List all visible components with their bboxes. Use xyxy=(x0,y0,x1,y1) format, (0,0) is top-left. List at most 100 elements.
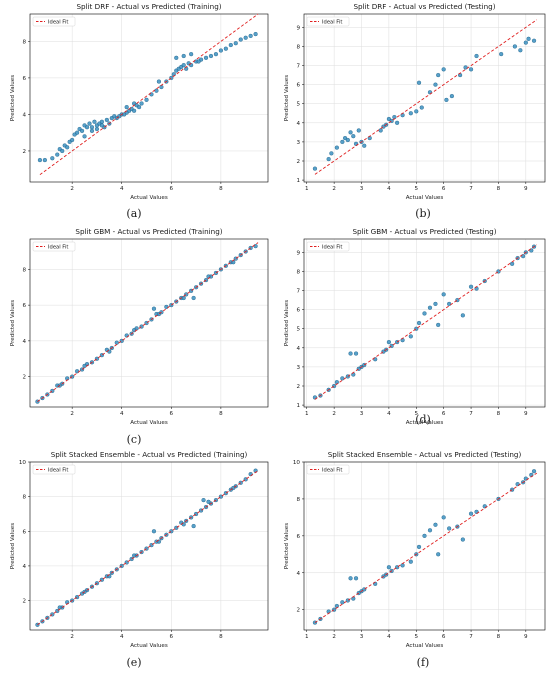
x-tick-label: 7 xyxy=(469,411,473,417)
data-point xyxy=(208,53,214,59)
y-tick-label: 6 xyxy=(296,534,300,540)
x-tick-label: 8 xyxy=(219,634,223,640)
data-point xyxy=(531,38,537,43)
x-tick-label: 8 xyxy=(497,411,501,417)
data-point xyxy=(348,130,353,135)
data-point xyxy=(526,36,531,41)
legend-box xyxy=(306,464,350,475)
plot-frame xyxy=(303,238,546,408)
y-tick-label: 2 xyxy=(296,384,300,390)
x-tick-label: 8 xyxy=(219,186,223,192)
y-tick-label: 4 xyxy=(22,112,26,118)
data-point xyxy=(441,292,446,297)
legend: Ideal Fit xyxy=(32,16,76,27)
x-tick-label: 4 xyxy=(387,634,391,640)
x-tick-label: 4 xyxy=(387,186,391,192)
legend: Ideal Fit xyxy=(306,16,350,27)
x-tick-label: 6 xyxy=(442,186,446,192)
data-point xyxy=(174,55,179,60)
data-point xyxy=(50,156,55,161)
x-tick-label: 4 xyxy=(120,634,124,640)
x-axis-label: Actual Values xyxy=(406,420,444,426)
x-axis-label: Actual Values xyxy=(406,195,444,201)
data-point xyxy=(55,152,60,157)
chart-title: Split Stacked Ensemble - Actual vs Predi… xyxy=(51,450,248,459)
data-point xyxy=(416,544,422,550)
y-tick-label: 3 xyxy=(296,365,300,371)
y-tick-label: 1 xyxy=(296,178,300,184)
data-point xyxy=(154,88,159,93)
chart-panel-e: 2 4 6 8 2 4 6 8 10 Split Stacked Ensemble - Actua… xyxy=(0,448,275,653)
y-axis-label: Predicted Values xyxy=(284,523,290,569)
data-point xyxy=(427,305,433,310)
data-point xyxy=(433,82,438,87)
y-tick-label: 5 xyxy=(296,327,300,333)
data-point xyxy=(447,526,452,531)
ideal-fit-line xyxy=(314,19,538,175)
caption-f: (f) xyxy=(416,656,430,669)
scatter-chart-f: 1 2 3 4 5 6 7 8 9 2 4 6 8 10 Split Stacked Ensemble - … xyxy=(284,450,546,649)
data-point xyxy=(218,48,223,53)
data-point xyxy=(416,320,422,326)
data-point xyxy=(334,380,339,385)
data-point xyxy=(468,511,474,516)
scatter-chart-c: 2 4 6 8 2 4 6 8 Split GBM - Actual vs Predicted … xyxy=(10,227,269,426)
data-point xyxy=(444,97,449,103)
y-axis-label: Predicted Values xyxy=(284,300,290,346)
x-tick-label: 3 xyxy=(360,186,364,192)
data-point xyxy=(353,351,359,356)
x-tick-label: 4 xyxy=(120,411,124,417)
y-tick-label: 10 xyxy=(293,460,301,466)
data-point xyxy=(65,145,70,150)
x-tick-label: 5 xyxy=(415,411,419,417)
data-point xyxy=(416,80,422,85)
legend-label: Ideal Fit xyxy=(322,20,342,26)
legend-box xyxy=(32,16,76,27)
data-point xyxy=(340,600,345,605)
x-tick-label: 7 xyxy=(469,186,473,192)
x-tick-label: 5 xyxy=(415,634,419,640)
y-tick-label: 4 xyxy=(22,564,26,570)
data-point xyxy=(213,52,219,57)
ideal-fit-line xyxy=(39,13,259,176)
x-tick-label: 4 xyxy=(120,186,124,192)
data-point xyxy=(345,137,350,143)
data-point xyxy=(136,105,142,110)
data-point xyxy=(378,128,383,133)
data-point xyxy=(104,117,109,123)
legend-label: Ideal Fit xyxy=(322,468,342,474)
data-point xyxy=(151,306,157,311)
data-point xyxy=(238,37,243,42)
plot-frame xyxy=(29,461,269,631)
data-point xyxy=(395,120,400,125)
data-point xyxy=(79,128,85,133)
chart-title: Split DRF - Actual vs Predicted (Testing… xyxy=(353,2,495,11)
legend-label: Ideal Fit xyxy=(48,245,68,251)
legend: Ideal Fit xyxy=(32,241,76,252)
data-point xyxy=(531,469,537,474)
y-tick-label: 8 xyxy=(296,269,300,275)
y-tick-label: 7 xyxy=(296,289,300,295)
y-axis-label: Predicted Values xyxy=(284,75,290,121)
x-tick-label: 9 xyxy=(524,634,528,640)
y-tick-label: 8 xyxy=(296,44,300,50)
data-point xyxy=(37,157,43,163)
data-point xyxy=(89,125,95,130)
x-tick-label: 1 xyxy=(305,411,309,417)
caption-d: (d) xyxy=(415,413,431,426)
chart-panel-b: 1 2 3 4 5 6 7 8 9 1 2 3 4 5 6 7 8 9 Split DRF - Actual vs … xyxy=(280,0,550,205)
data-point xyxy=(436,552,441,557)
y-tick-label: 8 xyxy=(22,267,26,273)
data-point xyxy=(132,108,137,113)
data-point xyxy=(189,52,194,57)
x-tick-label: 2 xyxy=(70,186,74,192)
chart-title: Split GBM - Actual vs Predicted (Testing… xyxy=(352,227,496,236)
data-point xyxy=(248,33,253,39)
data-point xyxy=(124,105,129,110)
x-tick-label: 7 xyxy=(469,634,473,640)
x-tick-label: 6 xyxy=(170,634,174,640)
data-point xyxy=(441,67,446,72)
data-point xyxy=(392,114,397,120)
plot-frame xyxy=(303,461,546,631)
x-tick-label: 5 xyxy=(415,186,419,192)
